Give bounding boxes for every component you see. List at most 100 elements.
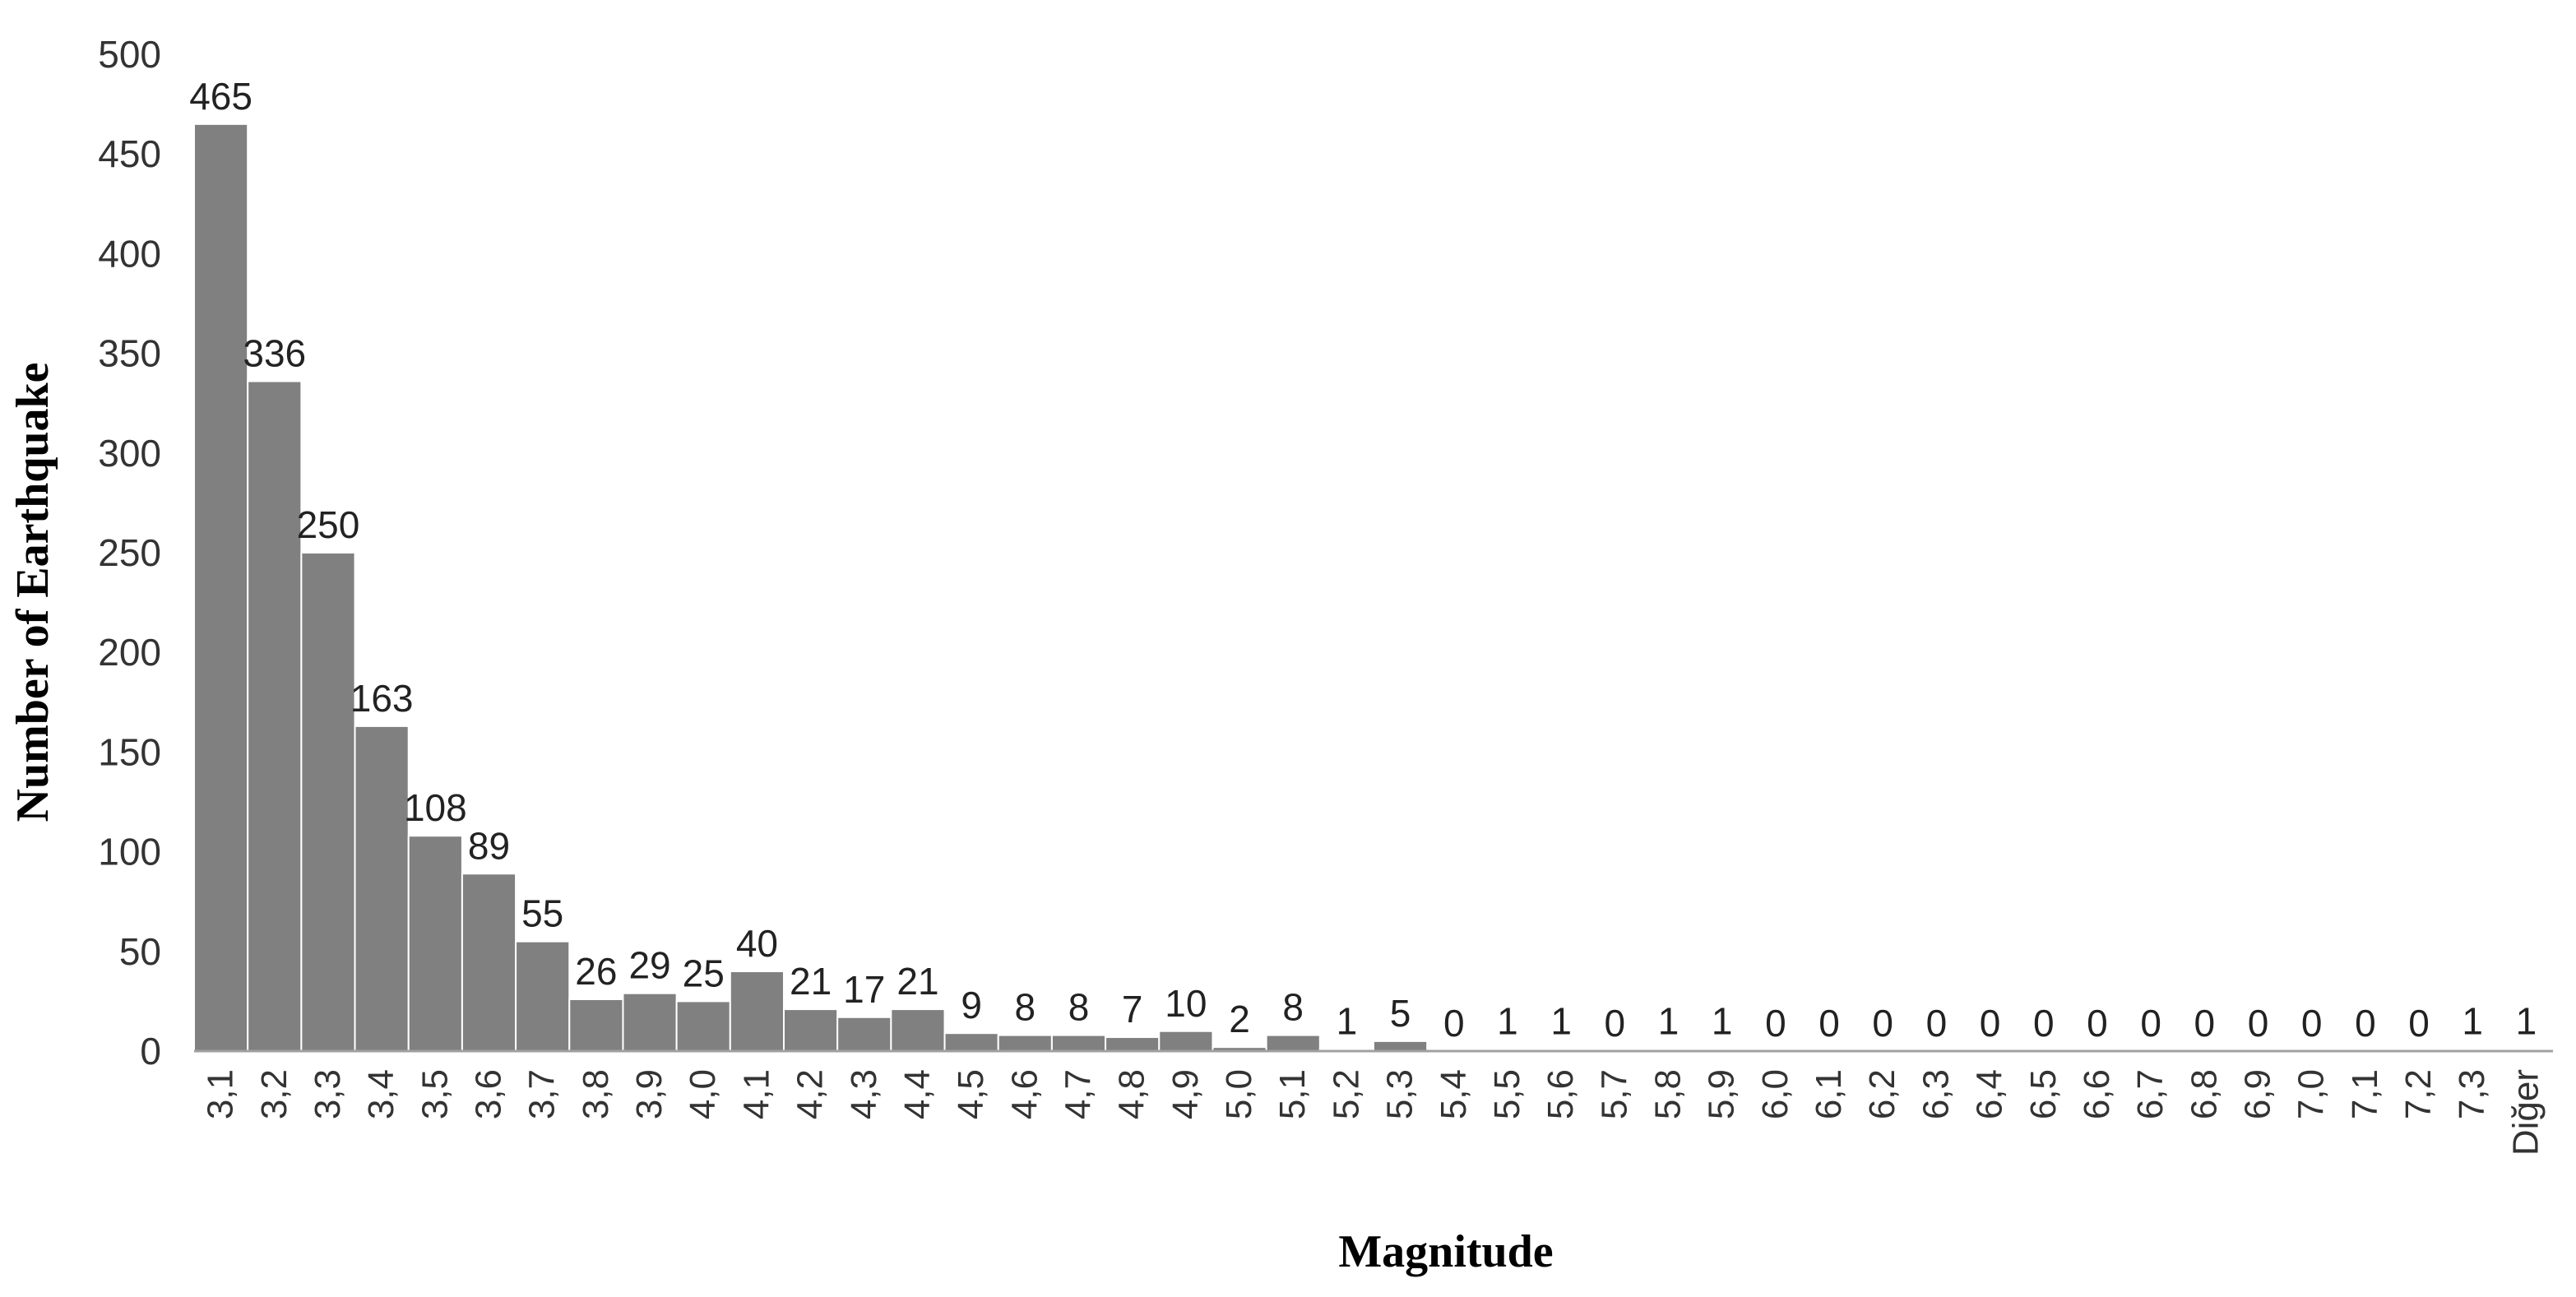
bar-value-label: 55 (521, 892, 563, 935)
x-tick-label: 4,3 (844, 1069, 884, 1119)
x-tick-label: 6,9 (2238, 1069, 2278, 1119)
bar-value-label: 0 (2033, 1002, 2055, 1045)
x-tick-label: 4,8 (1112, 1069, 1152, 1119)
bar-value-label: 1 (1337, 1000, 1358, 1043)
x-tick-label: 7,2 (2398, 1069, 2439, 1119)
y-tick-label: 400 (98, 232, 161, 275)
bar-value-label: 8 (1068, 986, 1090, 1029)
bar (890, 1008, 946, 1052)
bar-value-label: 1 (1658, 1000, 1679, 1043)
y-tick-label: 100 (98, 831, 161, 873)
x-tick-label: 6,8 (2184, 1069, 2224, 1119)
bar-value-label: 0 (1605, 1002, 1626, 1045)
bar (568, 998, 624, 1052)
x-tick-label: 5,5 (1487, 1069, 1527, 1119)
bar (247, 380, 303, 1052)
x-tick-label: 6,2 (1862, 1069, 1902, 1119)
x-tick-label: 4,2 (790, 1069, 831, 1119)
bar (1158, 1030, 1214, 1053)
x-tick-label: 5,6 (1541, 1069, 1581, 1119)
bar-value-label: 1 (1497, 1000, 1518, 1043)
bar-value-label: 10 (1165, 982, 1207, 1025)
x-tick-label: 6,3 (1916, 1069, 1956, 1119)
bar-value-label: 0 (2301, 1002, 2323, 1045)
x-tick-label: 5,0 (1219, 1069, 1259, 1119)
bar-value-label: 40 (736, 922, 778, 965)
x-tick-label: 6,4 (1970, 1069, 2010, 1119)
bar (836, 1016, 892, 1052)
bar (783, 1008, 839, 1052)
x-tick-label: 3,5 (415, 1069, 455, 1119)
x-tick-label: 7,3 (2452, 1069, 2492, 1119)
bar-value-label: 0 (2248, 1002, 2269, 1045)
bar-value-label: 17 (843, 968, 885, 1011)
y-tick-label: 200 (98, 631, 161, 674)
x-tick-label: 5,3 (1380, 1069, 1420, 1119)
y-axis-ticks: 0 50 100 150 200 250 300 350 400 450 500 (98, 33, 161, 1072)
bar-value-label: 1 (1550, 1000, 1572, 1043)
x-tick-label: 4,7 (1059, 1069, 1099, 1119)
bar-value-label: 21 (790, 960, 832, 1003)
x-axis-ticks: 3,1 3,2 3,3 3,4 3,5 3,6 3,7 3,8 3,9 4,0 4,1 4,2 4,3 4… (201, 1069, 2546, 1156)
x-tick-label: 3,2 (254, 1069, 294, 1119)
bar-value-label: 0 (2140, 1002, 2161, 1045)
x-tick-label: 6,1 (1809, 1069, 1849, 1119)
y-tick-label: 250 (98, 531, 161, 574)
y-tick-label: 0 (140, 1030, 161, 1072)
x-tick-label: 3,9 (629, 1069, 669, 1119)
bar (407, 835, 463, 1052)
x-tick-label: 5,8 (1648, 1069, 1689, 1119)
bar-value-label: 9 (961, 984, 982, 1026)
bar-value-label: 0 (2408, 1002, 2430, 1045)
bar (1050, 1034, 1107, 1053)
x-tick-label: 5,9 (1702, 1069, 1742, 1119)
bar-value-label: 8 (1282, 986, 1304, 1029)
bar-value-label: 108 (404, 786, 467, 829)
bar (622, 992, 678, 1052)
bar (354, 725, 410, 1052)
bar-value-label: 89 (468, 824, 510, 867)
bar-value-label: 0 (1872, 1002, 1893, 1045)
x-tick-label: 4,1 (736, 1069, 776, 1119)
bar (1265, 1034, 1321, 1053)
x-tick-label: 4,4 (897, 1069, 938, 1119)
bar-value-label: 1 (2516, 1000, 2537, 1043)
bar (1373, 1040, 1429, 1053)
bar-value-label: 0 (1926, 1002, 1948, 1045)
x-tick-label: 6,6 (2077, 1069, 2117, 1119)
y-tick-label: 500 (98, 33, 161, 76)
bar-value-label: 0 (1980, 1002, 2001, 1045)
x-tick-label: 6,5 (2023, 1069, 2064, 1119)
bar-value-label: 0 (1818, 1002, 1840, 1045)
x-tick-label: 4,0 (683, 1069, 723, 1119)
bar-value-label: 465 (189, 75, 253, 118)
bars (193, 123, 2554, 1053)
bar-value-label: 0 (1765, 1002, 1786, 1045)
bar-value-label: 26 (575, 950, 617, 993)
x-tick-label: 3,8 (576, 1069, 616, 1119)
bar-value-label: 250 (297, 503, 360, 546)
bar-value-label: 2 (1229, 998, 1250, 1040)
bar-value-label: 25 (683, 952, 725, 994)
bar-value-label: 29 (628, 944, 670, 987)
bar-value-label: 5 (1390, 992, 1411, 1035)
bar (675, 1000, 731, 1053)
bar-value-label: 1 (1712, 1000, 1733, 1043)
bar-value-label: 1 (2462, 1000, 2483, 1043)
x-tick-label: 7,0 (2291, 1069, 2332, 1119)
bar-value-label: 0 (1443, 1002, 1465, 1045)
bar (461, 873, 517, 1053)
x-tick-label: 4,9 (1165, 1069, 1206, 1119)
bar (193, 123, 249, 1053)
bar-value-label: 336 (243, 332, 306, 375)
bar-value-label: 0 (2355, 1002, 2376, 1045)
x-tick-label: 5,4 (1434, 1069, 1474, 1119)
y-tick-label: 150 (98, 730, 161, 773)
x-axis-title: Magnitude (1338, 1226, 1553, 1277)
x-tick-label: Diğer (2505, 1069, 2546, 1156)
x-tick-label: 3,7 (522, 1069, 563, 1119)
y-tick-label: 300 (98, 432, 161, 475)
bar-value-label: 0 (2194, 1002, 2216, 1045)
x-tick-label: 3,1 (201, 1069, 241, 1119)
